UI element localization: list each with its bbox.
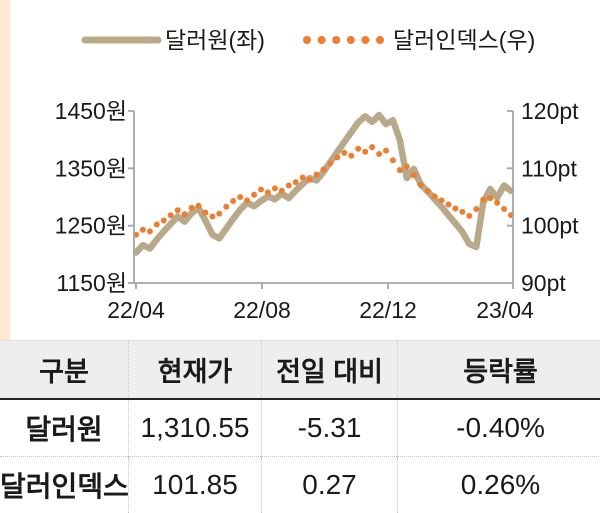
dollar-index-data-dot bbox=[501, 206, 507, 212]
quote-value-cell: 101.85 bbox=[129, 457, 262, 513]
legend-label-dollar-index: 달러인덱스(우) bbox=[393, 22, 535, 58]
dollar-index-data-dot bbox=[147, 228, 153, 234]
dollar-index-data-dot bbox=[182, 211, 188, 217]
x-axis-tick-label: 22/12 bbox=[359, 297, 417, 323]
dollar-index-data-dot bbox=[355, 146, 361, 152]
quote-table-header-cell: 구분 bbox=[0, 341, 129, 400]
dollar-won-series-line bbox=[136, 115, 511, 253]
quote-value-cell: -0.40% bbox=[398, 399, 600, 457]
dollar-index-data-dot bbox=[439, 197, 445, 203]
dollar-index-data-dot bbox=[216, 211, 222, 217]
dollar-index-data-dot bbox=[196, 203, 202, 209]
dollar-index-data-dot bbox=[161, 218, 167, 224]
quote-table-header-cell: 등락률 bbox=[398, 341, 600, 400]
dollar-index-data-dot bbox=[466, 213, 472, 219]
right-axis-tick-label: 120pt bbox=[521, 98, 579, 124]
legend-dot bbox=[347, 36, 355, 44]
legend-dot bbox=[318, 36, 326, 44]
dollar-index-data-dot bbox=[341, 150, 347, 156]
legend-dot bbox=[361, 36, 369, 44]
x-axis-tick-label: 23/04 bbox=[476, 297, 534, 323]
dollar-index-data-dot bbox=[348, 153, 354, 159]
chart-legend: 달러원(좌) 달러인덱스(우) bbox=[0, 22, 600, 58]
dollar-index-data-dot bbox=[327, 160, 333, 166]
dollar-index-data-dot bbox=[244, 197, 250, 203]
left-axis-tick-label: 1150원 bbox=[56, 270, 127, 296]
dollar-index-data-dot bbox=[334, 154, 340, 160]
x-axis-tick-label: 22/08 bbox=[233, 297, 291, 323]
dollar-index-data-dot bbox=[237, 194, 243, 200]
quote-table-header-cell: 현재가 bbox=[129, 341, 262, 400]
quote-value-cell: 0.26% bbox=[398, 457, 600, 513]
dollar-index-data-dot bbox=[189, 205, 195, 211]
legend-label-dollar-won: 달러원(좌) bbox=[165, 22, 265, 58]
quote-value-cell: 1,310.55 bbox=[129, 399, 262, 457]
dollar-index-data-dot bbox=[140, 227, 146, 233]
dollar-index-data-dot bbox=[230, 198, 236, 204]
quote-table-header-cell: 전일 대비 bbox=[262, 341, 398, 400]
chart-axes bbox=[128, 111, 513, 289]
dollar-index-data-dot bbox=[321, 167, 327, 173]
dollar-index-data-dot bbox=[459, 209, 465, 215]
left-axis-tick-label: 1350원 bbox=[55, 155, 127, 181]
dollar-index-data-dot bbox=[487, 195, 493, 201]
right-axis-tick-label: 100pt bbox=[521, 213, 579, 239]
quote-row-label: 달러원 bbox=[0, 399, 129, 457]
dollar-index-data-dot bbox=[286, 183, 292, 189]
dollar-index-data-dot bbox=[411, 172, 417, 178]
dollar-index-data-dot bbox=[390, 157, 396, 163]
dollar-index-data-dot bbox=[425, 188, 431, 194]
legend-dot bbox=[376, 36, 384, 44]
quote-value-cell: 0.27 bbox=[262, 457, 398, 513]
dollar-index-data-dot bbox=[258, 187, 264, 193]
dollar-index-data-dot bbox=[432, 193, 438, 199]
dollar-index-data-dot bbox=[209, 214, 215, 220]
dollar-index-data-dot bbox=[223, 204, 229, 210]
dollar-index-data-dot bbox=[418, 182, 424, 188]
dollar-index-data-dot bbox=[404, 164, 410, 170]
dollar-index-data-dot bbox=[265, 189, 271, 195]
dollar-index-data-dot bbox=[279, 188, 285, 194]
x-axis-tick-label: 22/04 bbox=[107, 297, 165, 323]
left-axis-tick-label: 1250원 bbox=[55, 213, 127, 239]
dollar-index-data-dot bbox=[202, 210, 208, 216]
quote-value-cell: -5.31 bbox=[262, 399, 398, 457]
right-axis-tick-label: 110pt bbox=[521, 155, 577, 181]
dollar-index-data-dot bbox=[168, 212, 174, 218]
dollar-index-data-dot bbox=[452, 206, 458, 212]
left-axis-tick-label: 1450원 bbox=[55, 98, 127, 124]
quote-row-label: 달러인덱스 bbox=[0, 457, 129, 513]
dollar-index-data-dot bbox=[307, 177, 313, 183]
legend-dot bbox=[332, 36, 340, 44]
dollar-index-data-dot bbox=[362, 149, 368, 155]
dollar-index-data-dot bbox=[397, 167, 403, 173]
dollar-index-legend-dots-icon bbox=[303, 36, 384, 44]
dollar-index-data-dot bbox=[369, 144, 375, 150]
dollar-index-data-dot bbox=[272, 185, 278, 191]
dollar-index-data-dot bbox=[494, 200, 500, 206]
legend-dot bbox=[303, 36, 311, 44]
dollar-index-data-dot bbox=[480, 197, 486, 203]
dollar-index-data-dot bbox=[175, 207, 181, 213]
dollar-index-data-dot bbox=[314, 172, 320, 178]
dollar-index-data-dot bbox=[293, 179, 299, 185]
dollar-index-data-dot bbox=[300, 175, 306, 181]
dollar-index-data-dot bbox=[251, 192, 257, 198]
dollar-index-data-dot bbox=[376, 151, 382, 157]
dollar-index-data-dot bbox=[473, 206, 479, 212]
dollar-index-data-dot bbox=[383, 148, 389, 154]
dollar-index-data-dot bbox=[446, 202, 452, 208]
right-axis-tick-label: 90pt bbox=[521, 270, 566, 296]
dollar-index-data-dot bbox=[154, 222, 160, 228]
